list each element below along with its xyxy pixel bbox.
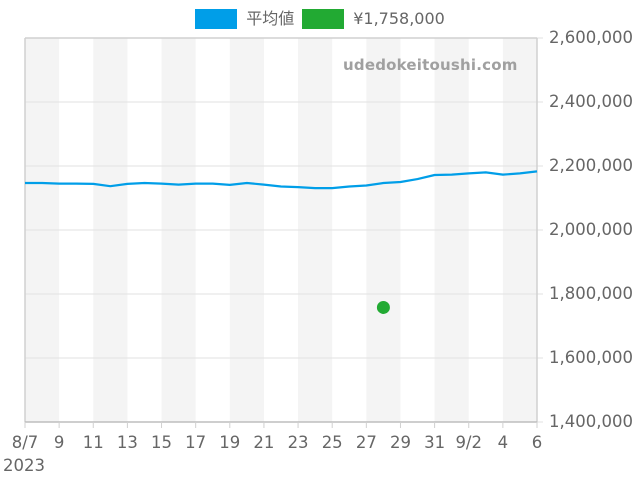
legend: 平均値 ¥1,758,000: [0, 8, 640, 30]
x-tick-label: 9: [53, 433, 65, 452]
x-tick-label: 27: [355, 433, 377, 452]
y-tick-label: 2,200,000: [549, 156, 633, 175]
x-tick-label: 9/2: [455, 433, 482, 452]
average-price-line: [25, 170, 538, 190]
legend-item-average[interactable]: 平均値: [195, 9, 294, 29]
y-tick-label: 2,000,000: [549, 220, 633, 239]
x-tick-label: 8/7: [11, 433, 39, 452]
price-point[interactable]: [376, 300, 390, 314]
x-tick-label: 29: [389, 433, 411, 452]
y-tick-label: 2,600,000: [549, 28, 633, 47]
y-tick-label: 1,600,000: [549, 348, 633, 367]
x-tick-label: 4: [497, 433, 509, 452]
legend-item-price[interactable]: ¥1,758,000: [302, 9, 445, 29]
y-tick-label: 1,400,000: [549, 412, 633, 431]
legend-label-price: ¥1,758,000: [353, 9, 445, 28]
x-tick-label: 23: [287, 433, 309, 452]
y-tick-label: 2,400,000: [549, 92, 633, 111]
x-tick-label: 25: [321, 433, 343, 452]
x-tick-label: 11: [82, 433, 104, 452]
x-tick-label: 13: [116, 433, 138, 452]
x-axis-year-label: 2023: [3, 456, 45, 475]
price-points: [376, 300, 390, 314]
y-tick-label: 1,800,000: [549, 284, 633, 303]
legend-swatch-average: [195, 9, 238, 29]
x-tick-label: 31: [424, 433, 446, 452]
legend-swatch-price: [302, 9, 345, 29]
legend-label-average: 平均値: [246, 9, 295, 28]
x-tick-label: 6: [531, 433, 543, 452]
x-tick-label: 15: [151, 433, 173, 452]
watermark: udedokeitoushi.com: [343, 56, 518, 74]
x-tick-label: 21: [253, 433, 275, 452]
x-tick-label: 19: [219, 433, 241, 452]
axes: [24, 37, 538, 428]
x-tick-label: 17: [185, 433, 207, 452]
